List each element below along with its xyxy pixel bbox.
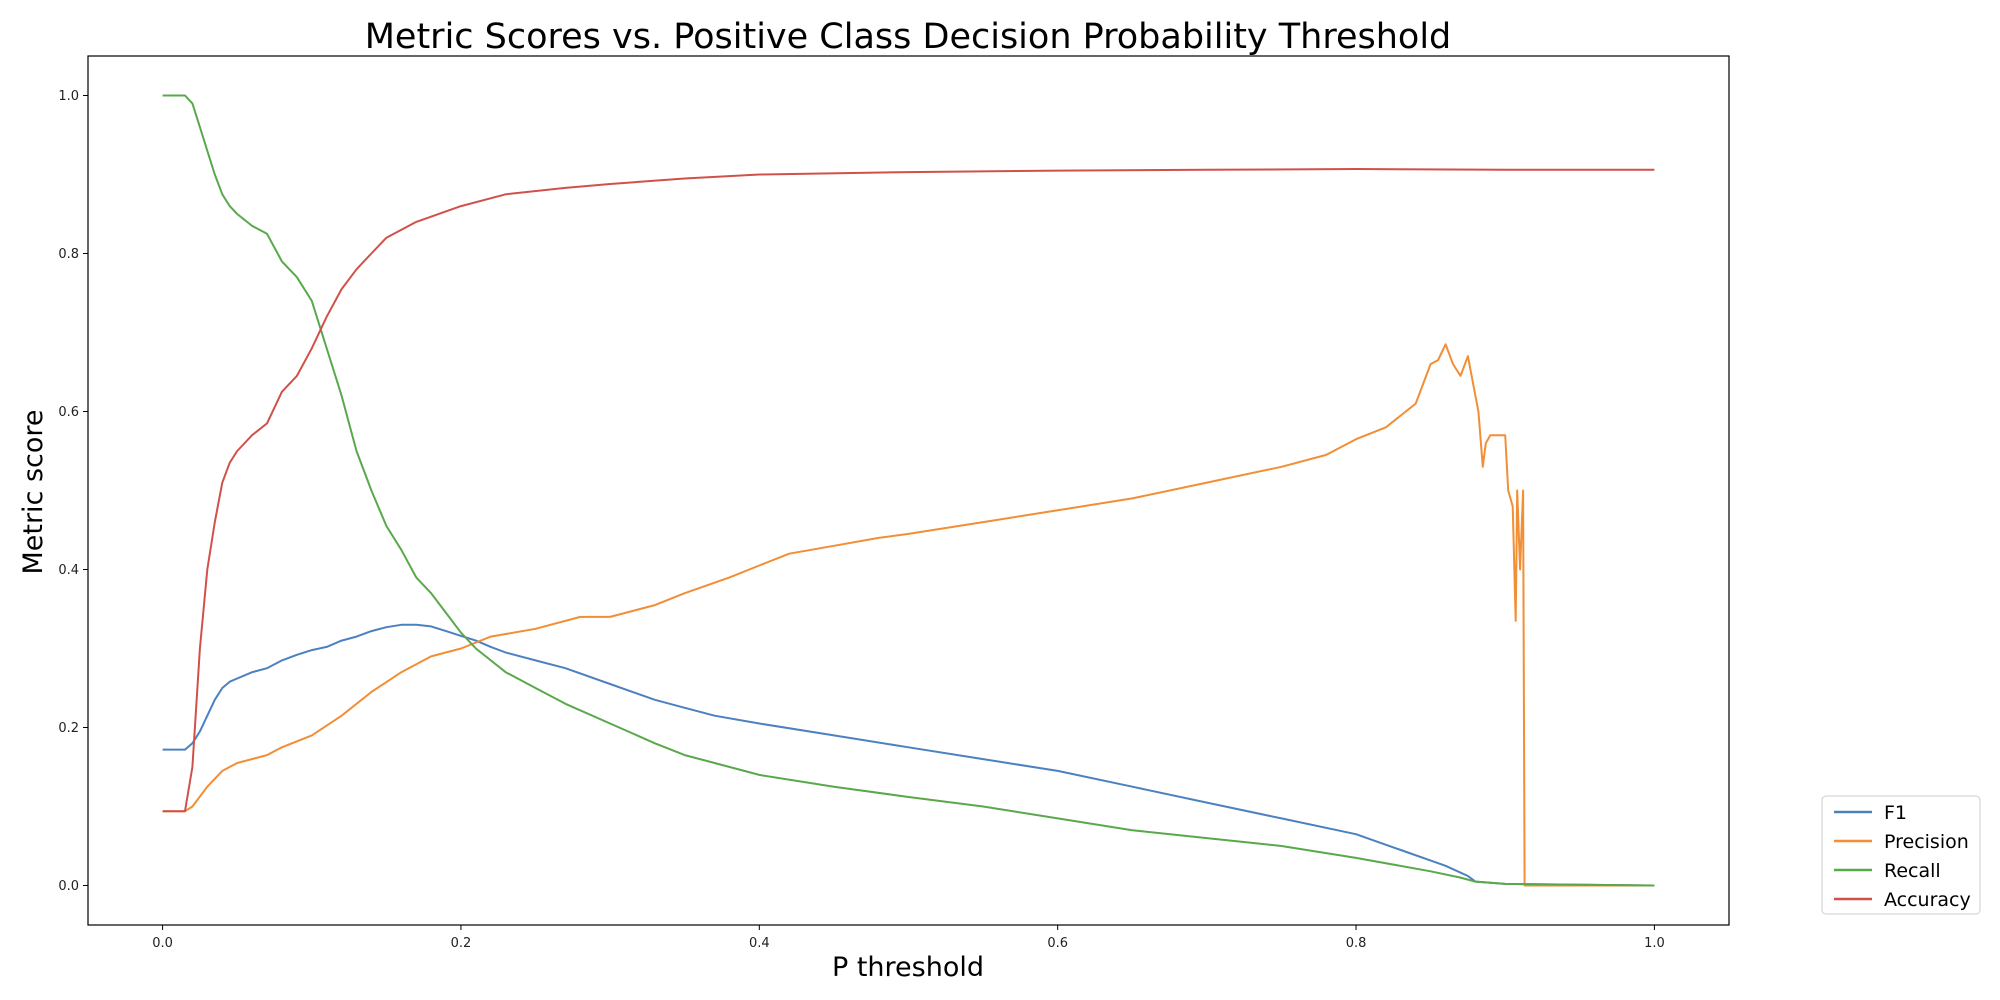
x-tick-label: 0.0 <box>152 936 173 951</box>
x-tick-label: 0.8 <box>1346 936 1367 951</box>
y-tick-label: 0.4 <box>58 563 79 578</box>
y-tick-label: 0.2 <box>58 721 79 736</box>
y-tick-label: 0.0 <box>58 879 79 894</box>
series-line-accuracy <box>162 168 1655 813</box>
y-tick-label: 1.0 <box>58 89 79 104</box>
series-line-precision <box>162 343 1655 887</box>
legend-label-precision: Precision <box>1884 831 1969 853</box>
x-tick-label: 0.4 <box>749 936 770 951</box>
y-axis: 0.0 0.2 0.4 0.6 0.8 1.0 <box>58 89 88 894</box>
series-line-f1 <box>162 623 1655 887</box>
y-tick-label: 0.6 <box>58 405 79 420</box>
legend-box <box>1821 795 1981 915</box>
x-axis: 0.0 0.2 0.4 0.6 0.8 1.0 <box>152 925 1665 951</box>
chart-title: Metric Scores vs. Positive Class Decisio… <box>365 17 1452 57</box>
legend-label-accuracy: Accuracy <box>1884 889 1971 911</box>
legend-label-recall: Recall <box>1884 860 1941 882</box>
y-axis-label: Metric score <box>18 409 49 574</box>
series-lines <box>162 94 1655 887</box>
y-tick-label: 0.8 <box>58 247 79 262</box>
series-line-recall <box>162 94 1655 887</box>
x-tick-label: 0.2 <box>451 936 472 951</box>
x-tick-label: 1.0 <box>1644 936 1665 951</box>
legend: F1 Precision Recall Accuracy <box>1821 795 1981 915</box>
plot-area <box>87 55 1730 926</box>
x-tick-label: 0.6 <box>1047 936 1068 951</box>
x-axis-label: P threshold <box>832 952 984 983</box>
legend-label-f1: F1 <box>1884 802 1907 824</box>
